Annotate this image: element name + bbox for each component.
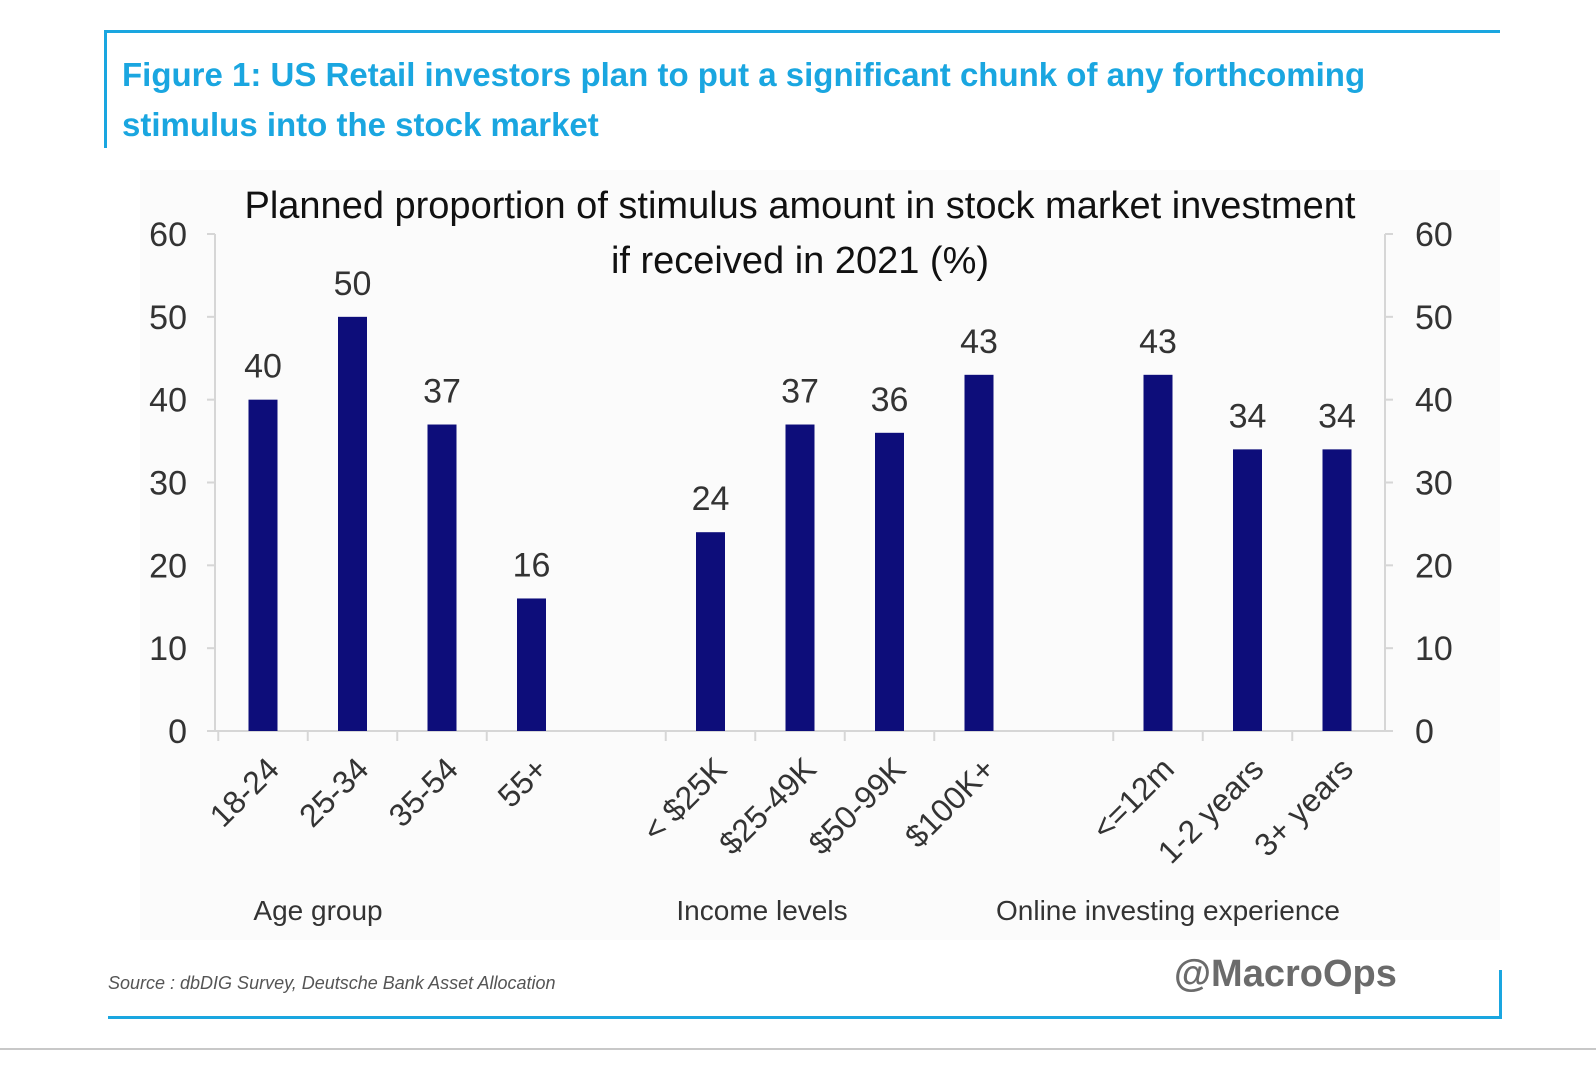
y-tick-right-label: 40 xyxy=(1415,382,1453,420)
data-label: 24 xyxy=(692,480,730,518)
data-label: 50 xyxy=(334,265,372,303)
y-tick-right-label: 0 xyxy=(1415,713,1434,751)
data-label: 16 xyxy=(513,546,551,584)
chart-title-line2: if received in 2021 (%) xyxy=(611,240,989,282)
y-tick-left-label: 60 xyxy=(149,216,187,254)
data-label: 36 xyxy=(871,381,909,419)
watermark: @MacroOps xyxy=(1174,953,1397,995)
bar xyxy=(696,532,725,731)
y-tick-right-label: 30 xyxy=(1415,465,1453,503)
bar xyxy=(517,598,546,731)
source-note: Source : dbDIG Survey, Deutsche Bank Ass… xyxy=(108,973,556,993)
data-label: 43 xyxy=(1139,323,1177,361)
group-label: Age group xyxy=(253,895,382,926)
bar xyxy=(1322,449,1352,731)
data-label: 40 xyxy=(244,348,282,386)
figure-title: Figure 1: US Retail investors plan to pu… xyxy=(122,56,1366,143)
frame-left-border xyxy=(104,30,107,148)
bar xyxy=(1143,374,1173,731)
y-tick-left-label: 30 xyxy=(149,465,187,503)
frame-right-border xyxy=(1499,970,1502,1019)
page-edge xyxy=(0,1048,1596,1050)
y-tick-right-label: 60 xyxy=(1415,216,1453,254)
y-tick-left-label: 10 xyxy=(149,630,187,668)
y-tick-right-label: 10 xyxy=(1415,630,1453,668)
y-tick-left-label: 0 xyxy=(168,713,187,751)
frame-top-border xyxy=(106,30,1500,33)
y-tick-right-label: 50 xyxy=(1415,299,1453,337)
data-label: 34 xyxy=(1318,397,1356,435)
bar xyxy=(964,374,994,731)
bar xyxy=(785,424,815,731)
y-tick-right-label: 20 xyxy=(1415,547,1453,585)
group-label: Income levels xyxy=(676,895,847,926)
y-tick-left-label: 40 xyxy=(149,382,187,420)
bar xyxy=(338,316,367,731)
bar xyxy=(875,432,904,731)
data-label: 37 xyxy=(781,373,819,411)
data-label: 43 xyxy=(960,323,998,361)
data-label: 34 xyxy=(1229,397,1267,435)
y-tick-left-label: 50 xyxy=(149,299,187,337)
bar xyxy=(248,399,278,731)
group-label: Online investing experience xyxy=(996,895,1340,926)
chart-title-line1: Planned proportion of stimulus amount in… xyxy=(245,185,1356,227)
bar xyxy=(1233,449,1262,731)
bar xyxy=(427,424,457,731)
frame-bottom-border xyxy=(108,1016,1502,1019)
y-tick-left-label: 20 xyxy=(149,547,187,585)
data-label: 37 xyxy=(423,373,461,411)
